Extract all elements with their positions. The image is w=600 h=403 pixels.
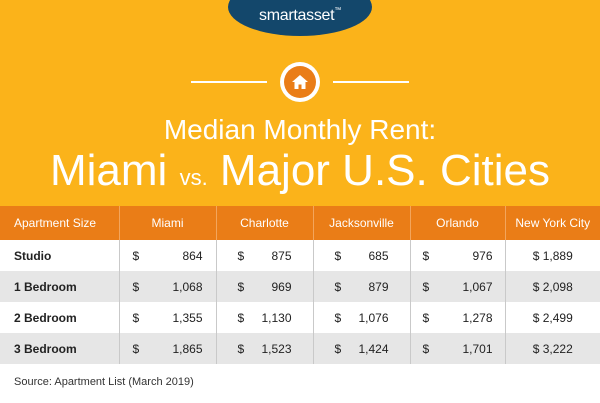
table-cell: $875: [216, 240, 314, 271]
rent-table: Apartment Size Miami Charlotte Jacksonvi…: [0, 206, 600, 364]
table-cell: $685: [313, 240, 411, 271]
footer: Source: Apartment List (March 2019): [0, 364, 600, 403]
table-cell: $976: [410, 240, 506, 271]
row-label: 2 Bedroom: [0, 302, 120, 333]
home-icon: [292, 75, 308, 89]
row-label: 3 Bedroom: [0, 333, 120, 364]
title-city: Miami: [50, 146, 168, 195]
table-row: 2 Bedroom $1,355 $1,130 $1,076 $1,278 $ …: [0, 302, 600, 333]
column-header: New York City: [505, 206, 600, 240]
divider-left: [191, 81, 267, 83]
title-comparison: Major U.S. Cities: [219, 146, 550, 195]
table-cell: $1,355: [119, 302, 217, 333]
source-note: Source: Apartment List (March 2019): [14, 376, 194, 388]
column-header: Jacksonville: [313, 206, 411, 240]
column-header: Miami: [119, 206, 217, 240]
table-cell: $ 2,499: [505, 302, 600, 333]
page-title-line2: Miami vs. Major U.S. Cities: [0, 145, 600, 204]
table-cell: $879: [313, 271, 411, 302]
row-label: Studio: [0, 240, 120, 271]
table-row: 1 Bedroom $1,068 $969 $879 $1,067 $ 2,09…: [0, 271, 600, 302]
brand-logo[interactable]: smartasset™: [228, 0, 372, 36]
table-row: 3 Bedroom $1,865 $1,523 $1,424 $1,701 $ …: [0, 333, 600, 364]
table-cell: $ 1,889: [505, 240, 600, 271]
column-header: Charlotte: [216, 206, 314, 240]
column-header: Apartment Size: [0, 206, 120, 240]
page-title-line1: Median Monthly Rent:: [163, 114, 437, 145]
table-cell: $ 2,098: [505, 271, 600, 302]
table-cell: $ 3,222: [505, 333, 600, 364]
brand-logo-text: smartasset™: [259, 7, 341, 24]
table-cell: $1,130: [216, 302, 314, 333]
home-badge: [280, 62, 320, 102]
table-cell: $1,278: [410, 302, 506, 333]
table-cell: $1,701: [410, 333, 506, 364]
divider-right: [333, 81, 409, 83]
title-vs: vs.: [179, 165, 208, 190]
table-cell: $1,067: [410, 271, 506, 302]
table-cell: $1,068: [119, 271, 217, 302]
table-cell: $969: [216, 271, 314, 302]
column-header: Orlando: [410, 206, 506, 240]
hero-banner: smartasset™ Median Monthly Rent: Miami v…: [0, 0, 600, 204]
table-cell: $1,076: [313, 302, 411, 333]
table-cell: $1,523: [216, 333, 314, 364]
table-cell: $864: [119, 240, 217, 271]
table-cell: $1,424: [313, 333, 411, 364]
table-row: Studio $864 $875 $685 $976 $ 1,889: [0, 240, 600, 271]
table-cell: $1,865: [119, 333, 217, 364]
table-header-row: Apartment Size Miami Charlotte Jacksonvi…: [0, 206, 600, 240]
row-label: 1 Bedroom: [0, 271, 120, 302]
